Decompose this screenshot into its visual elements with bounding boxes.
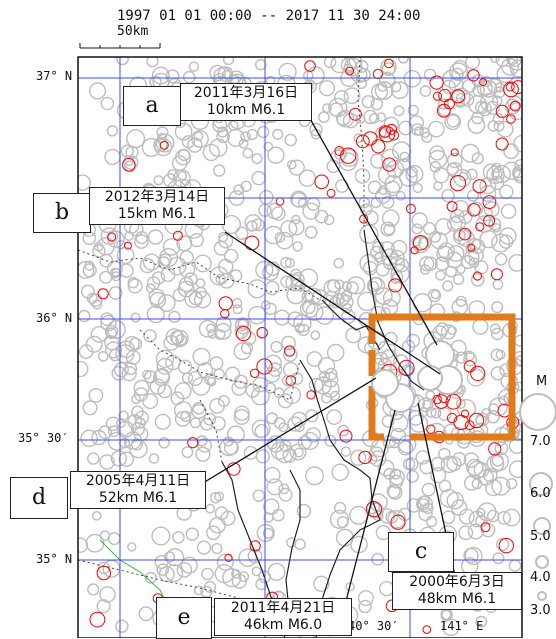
event-detail-c: 48km M6.1 [417, 591, 497, 607]
legend-circle-3 [535, 555, 549, 569]
legend-value-7: 7.0 [530, 434, 551, 449]
event-date-c: 2000年6月3日 [409, 574, 505, 590]
event-detail-d: 52km M6.1 [98, 490, 178, 506]
lat-label-35-30: 35° 30′ [18, 431, 69, 445]
event-callout-b: 2012年3月14日 15km M6.1 [89, 187, 225, 225]
event-letter-d: d [10, 477, 68, 519]
lon-label-141: 141° E [440, 619, 484, 633]
legend-circle-0 [519, 393, 556, 431]
event-date-e: 2011年4月21日 [230, 600, 336, 616]
event-letter-e: e [156, 597, 212, 639]
event-detail-b: 15km M6.1 [117, 206, 197, 222]
legend-circle-1 [529, 472, 553, 496]
event-letter-c: c [388, 532, 454, 572]
period-header: 1997 01 01 00:00 -- 2017 11 30 24:00 [117, 8, 421, 24]
event-callout-c: 2000年6月3日 48km M6.1 [392, 572, 522, 610]
focus-region [368, 313, 516, 441]
prefecture-borders [78, 59, 365, 607]
lon-label-140-30: 40° 30′ [348, 619, 399, 633]
legend-circle-2 [533, 517, 551, 535]
event-callout-e: 2011年4月21日 46km M6.0 [214, 598, 352, 636]
lat-label-37: 37° N [36, 69, 73, 83]
event-date-b: 2012年3月14日 [104, 189, 210, 205]
event-letter-a: a [123, 86, 181, 126]
event-detail-a: 10km M6.1 [206, 102, 286, 118]
scale-label: 50km [117, 24, 149, 39]
main-shock-d [371, 369, 399, 397]
lat-label-36: 36° N [36, 311, 73, 325]
event-date-a: 2011年3月16日 [193, 85, 299, 101]
main-shock-a [425, 340, 455, 370]
graticule [78, 57, 522, 638]
event-callout-a: 2011年3月16日 10km M6.1 [180, 83, 312, 121]
event-callout-d: 2005年4月11日 52km M6.1 [70, 471, 206, 509]
legend-circle-4 [537, 591, 547, 601]
legend-value-4: 4.0 [530, 570, 551, 585]
main-shock-c [417, 365, 443, 391]
event-date-d: 2005年4月11日 [85, 473, 191, 489]
main-shocks [371, 340, 463, 413]
legend-title: M [536, 374, 548, 389]
fault-line [99, 539, 171, 611]
older-events-layer [78, 57, 522, 638]
event-letter-b: b [33, 193, 91, 233]
legend-value-6: 6.0 [530, 486, 551, 501]
scale-bar [79, 43, 161, 49]
magnitude-legend-circles [519, 393, 556, 601]
event-detail-e: 46km M6.0 [243, 617, 323, 633]
legend-value-3: 3.0 [530, 603, 551, 618]
lat-label-35: 35° N [36, 552, 73, 566]
legend-value-5: 5.0 [530, 529, 551, 544]
map-frame [77, 56, 523, 638]
